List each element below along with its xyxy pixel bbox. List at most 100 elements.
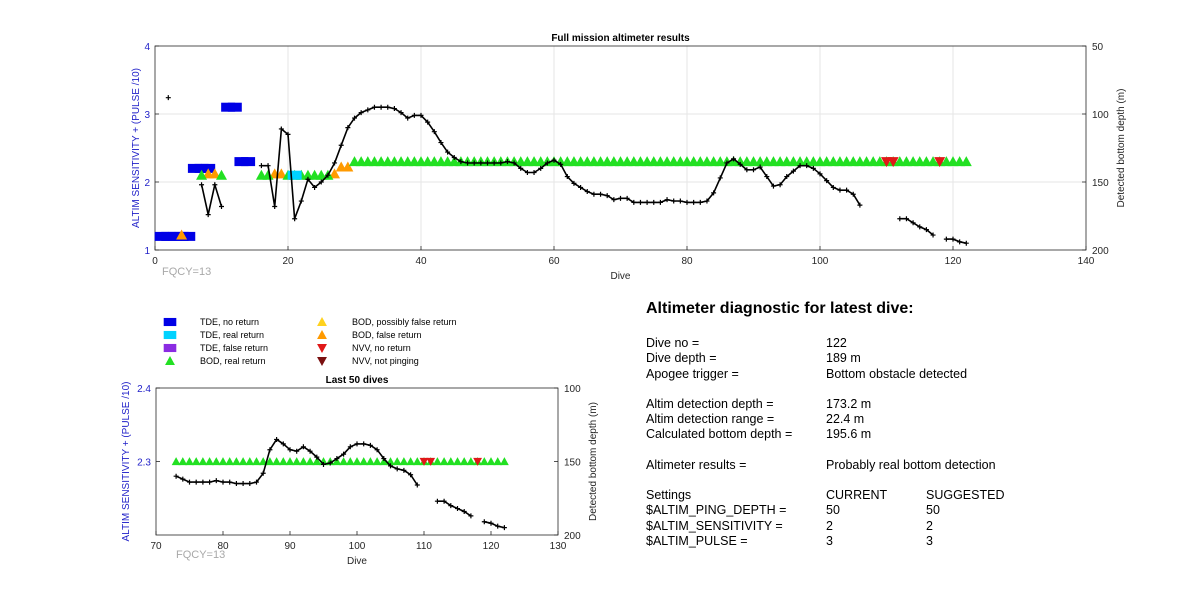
x-tick-label: 80 (681, 256, 693, 267)
bottom-depth-point (631, 199, 637, 205)
bottom-depth-point (258, 163, 264, 169)
marker-bod-real-return (406, 457, 415, 466)
x-tick-label: 140 (1078, 256, 1095, 267)
bottom-depth-point (365, 107, 371, 113)
marker-bod-real-return (178, 457, 188, 466)
bottom-depth-point (212, 182, 218, 188)
y-axis-label: ALTIM SENSITIVITY + (PULSE /10) (131, 68, 142, 228)
bottom-depth-point (804, 163, 810, 169)
marker-nvv-no-return (887, 157, 899, 168)
bottom-depth-point (371, 104, 377, 110)
bottom-depth-point (425, 119, 431, 125)
bottom-depth-point (220, 479, 226, 485)
bottom-depth-point (278, 126, 284, 132)
legend-marker-shape (165, 356, 175, 366)
bottom-depth-point (618, 195, 623, 201)
bottom-depth-point (910, 220, 916, 226)
diag-row-dive-depth: Dive depth = 189 m (646, 351, 1166, 366)
bottom-depth-point (205, 212, 211, 218)
bottom-depth-point (431, 129, 437, 135)
bottom-depth-point (731, 156, 737, 162)
marker-bod-real-return (359, 457, 369, 466)
bottom-depth-point (298, 198, 304, 204)
bottom-depth-line (484, 521, 505, 529)
chart-last50: 70 80 90 100 110 120 130 2.3 2.4 100 150 200 Last 50… (121, 375, 599, 567)
marker-bod-false-return (329, 168, 341, 179)
marker-bod-false-return (275, 168, 287, 179)
bottom-depth-point (341, 451, 347, 457)
bottom-depth-point (624, 195, 630, 201)
marker-bod-real-return (252, 457, 261, 466)
bottom-depth-point (461, 508, 467, 514)
marker-bod-real-return (372, 457, 382, 466)
diag-label: $ALTIM_SENSITIVITY = (646, 518, 783, 533)
bottom-depth-point (481, 519, 487, 525)
bottom-depth-point (830, 184, 836, 190)
legend-marker (317, 343, 327, 353)
marker-bod-real-return (366, 457, 375, 466)
bottom-depth-point (604, 193, 610, 199)
bottom-depth-point (957, 239, 963, 245)
legend-marker (163, 343, 177, 353)
marker-bod-real-return (332, 457, 342, 466)
bottom-depth-point (817, 171, 823, 177)
x-tick-label: 90 (284, 541, 296, 552)
marker-bod-real-return (412, 457, 422, 466)
marker-bod-false-return (209, 168, 221, 179)
diag-label: Altim detection range = (646, 412, 775, 427)
legend-marker (317, 356, 327, 366)
bottom-depth-point (394, 466, 400, 472)
bottom-depth-point (478, 160, 484, 166)
bottom-depth-point (637, 199, 643, 205)
marker-bod-real-return (292, 457, 302, 466)
bottom-depth-point (233, 481, 239, 487)
bottom-depth-point (381, 456, 387, 462)
bottom-depth-point (227, 479, 233, 485)
diag-value: 195.6 m (826, 427, 872, 442)
diag-row-sensitivity: $ALTIM_SENSITIVITY = 2 2 (646, 519, 1166, 534)
marker-bod-real-return (379, 457, 389, 466)
bottom-depth-point (173, 473, 179, 479)
bottom-depth-point (280, 441, 286, 447)
diag-value: 2 (826, 518, 833, 533)
x-axis-label: Dive (610, 271, 630, 282)
diag-row-pulse: $ALTIM_PULSE = 3 3 (646, 534, 1166, 549)
marker-bod-real-return (479, 457, 489, 466)
bottom-depth-point (897, 216, 903, 222)
bottom-depth-point (584, 189, 590, 195)
bottom-depth-point (219, 203, 224, 209)
bottom-depth-point (391, 106, 397, 112)
altimeter-diagnostic-panel: Altimeter diagnostic for latest dive: Di… (646, 300, 1166, 549)
marker-bod-real-return (486, 457, 496, 466)
y-right-axis-label: Detected bottom depth (m) (588, 402, 599, 521)
bottom-depth-point (777, 182, 783, 188)
bottom-depth-point (401, 467, 407, 473)
diag-value: 50 (826, 503, 840, 518)
bottom-depth-point (770, 183, 776, 189)
bottom-depth-point (498, 160, 504, 166)
marker-bod-real-return (205, 457, 214, 466)
marker-bod-real-return (216, 169, 227, 180)
bottom-depth-point (591, 191, 597, 197)
bottom-depth-point (784, 174, 790, 180)
bottom-depth-point (285, 131, 291, 137)
bottom-depth-point (292, 216, 298, 222)
diag-col-suggested: SUGGESTED (926, 488, 1005, 503)
y-tick-label: 1 (144, 246, 150, 257)
y-right-tick-label: 200 (564, 531, 581, 542)
bottom-depth-point (903, 216, 909, 222)
bottom-depth-point (917, 224, 923, 230)
bottom-depth-point (213, 478, 219, 484)
diag-col-current: CURRENT (826, 488, 888, 503)
bottom-depth-point (274, 436, 280, 442)
legend-marker-shape (163, 343, 177, 353)
bottom-depth-point (361, 441, 367, 447)
x-tick-label: 120 (483, 541, 500, 552)
diag-value: 122 (826, 336, 847, 350)
plot-area (155, 46, 1086, 250)
bottom-depth-point (711, 190, 717, 196)
bottom-depth-point (287, 447, 293, 453)
marker-bod-real-return (399, 457, 409, 466)
legend-marker-shape (317, 356, 327, 366)
bottom-depth-point (857, 202, 863, 208)
